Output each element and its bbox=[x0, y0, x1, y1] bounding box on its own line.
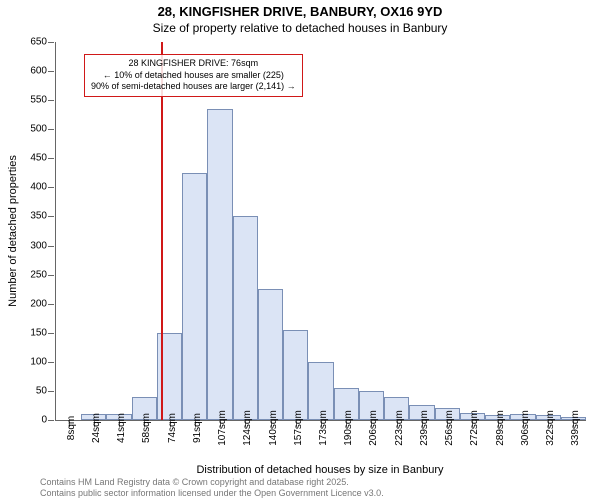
y-tick bbox=[48, 71, 54, 72]
y-tick-label: 200 bbox=[30, 298, 47, 309]
x-tick-label: 206sqm bbox=[368, 410, 379, 446]
footer-attribution: Contains HM Land Registry data © Crown c… bbox=[40, 477, 384, 499]
y-tick bbox=[48, 304, 54, 305]
annotation-box: 28 KINGFISHER DRIVE: 76sqm← 10% of detac… bbox=[84, 54, 303, 97]
x-tick-label: 124sqm bbox=[242, 410, 253, 446]
histogram-bar bbox=[182, 173, 207, 420]
footer-line: Contains public sector information licen… bbox=[40, 488, 384, 499]
y-tick bbox=[48, 129, 54, 130]
y-tick bbox=[48, 42, 54, 43]
y-tick bbox=[48, 100, 54, 101]
x-tick-label: 24sqm bbox=[91, 413, 102, 443]
y-tick-label: 450 bbox=[30, 153, 47, 164]
x-tick-label: 107sqm bbox=[217, 410, 228, 446]
y-tick bbox=[48, 158, 54, 159]
x-tick-label: 157sqm bbox=[293, 410, 304, 446]
footer-line: Contains HM Land Registry data © Crown c… bbox=[40, 477, 384, 488]
histogram-bar bbox=[258, 289, 283, 420]
x-tick-label: 256sqm bbox=[444, 410, 455, 446]
x-tick-label: 74sqm bbox=[167, 413, 178, 443]
x-tick-label: 190sqm bbox=[343, 410, 354, 446]
y-tick bbox=[48, 420, 54, 421]
annotation-line: 28 KINGFISHER DRIVE: 76sqm bbox=[91, 58, 296, 70]
y-tick-label: 250 bbox=[30, 269, 47, 280]
y-tick-label: 650 bbox=[30, 37, 47, 48]
y-tick bbox=[48, 187, 54, 188]
plot-area: 0501001502002503003504004505005506006508… bbox=[55, 42, 586, 421]
chart-title-main: 28, KINGFISHER DRIVE, BANBURY, OX16 9YD bbox=[0, 4, 600, 19]
y-tick-label: 600 bbox=[30, 66, 47, 77]
property-marker-line bbox=[161, 42, 163, 420]
y-tick-label: 350 bbox=[30, 211, 47, 222]
y-tick bbox=[48, 391, 54, 392]
y-tick-label: 550 bbox=[30, 95, 47, 106]
x-tick-label: 339sqm bbox=[570, 410, 581, 446]
x-tick-label: 306sqm bbox=[520, 410, 531, 446]
y-tick bbox=[48, 246, 54, 247]
histogram-bar bbox=[207, 109, 232, 420]
annotation-line: 90% of semi-detached houses are larger (… bbox=[91, 81, 296, 93]
x-axis-label: Distribution of detached houses by size … bbox=[55, 464, 585, 476]
x-tick-label: 322sqm bbox=[545, 410, 556, 446]
histogram-bar bbox=[233, 216, 258, 420]
y-tick bbox=[48, 275, 54, 276]
y-axis-label: Number of detached properties bbox=[6, 42, 20, 420]
chart-container: 28, KINGFISHER DRIVE, BANBURY, OX16 9YD … bbox=[0, 0, 600, 500]
y-tick-label: 300 bbox=[30, 240, 47, 251]
x-tick-label: 91sqm bbox=[192, 413, 203, 443]
x-tick-label: 289sqm bbox=[495, 410, 506, 446]
x-tick-label: 41sqm bbox=[116, 413, 127, 443]
chart-title-sub: Size of property relative to detached ho… bbox=[0, 21, 600, 35]
x-tick-label: 223sqm bbox=[394, 410, 405, 446]
y-tick-label: 150 bbox=[30, 327, 47, 338]
x-tick-label: 58sqm bbox=[141, 413, 152, 443]
x-tick-label: 272sqm bbox=[469, 410, 480, 446]
y-tick-label: 500 bbox=[30, 124, 47, 135]
x-tick-label: 8sqm bbox=[66, 416, 77, 440]
y-tick-label: 100 bbox=[30, 356, 47, 367]
y-tick bbox=[48, 216, 54, 217]
y-tick-label: 0 bbox=[41, 415, 47, 426]
x-tick-label: 173sqm bbox=[318, 410, 329, 446]
y-tick-label: 400 bbox=[30, 182, 47, 193]
y-tick bbox=[48, 333, 54, 334]
annotation-line: ← 10% of detached houses are smaller (22… bbox=[91, 70, 296, 82]
x-tick-label: 140sqm bbox=[268, 410, 279, 446]
y-tick-label: 50 bbox=[36, 385, 47, 396]
y-tick bbox=[48, 362, 54, 363]
x-tick-label: 239sqm bbox=[419, 410, 430, 446]
histogram-bar bbox=[283, 330, 308, 420]
